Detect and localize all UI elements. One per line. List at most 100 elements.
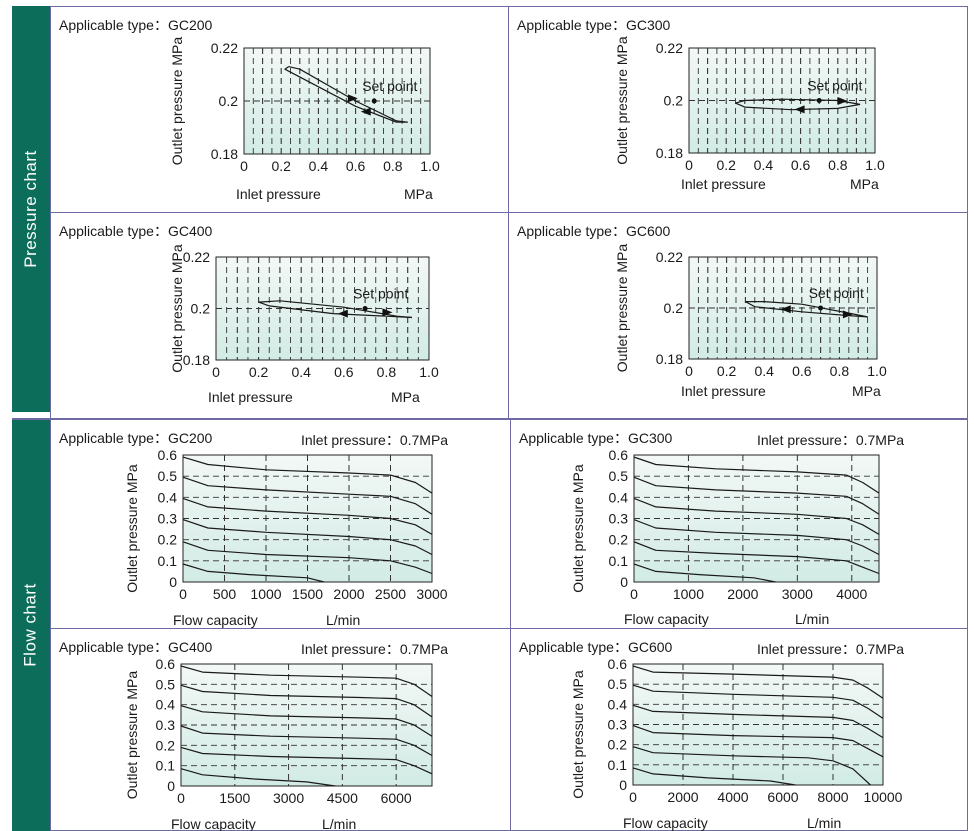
y-tick-label: 0.22 <box>183 249 210 265</box>
pressure-chart-gc600: 0.18 0.2 0.22 0 0.2 0.4 0.6 0.8 1.0 Inlet pressur… <box>509 213 967 418</box>
x-tick-label: 0 <box>685 363 693 379</box>
chart-header: Applicable type：GC200 <box>59 17 213 33</box>
y-tick-label: 0.6 <box>609 447 629 463</box>
y-tick-label: 0.22 <box>656 249 683 265</box>
set-point-marker <box>362 306 368 311</box>
y-tick-label: 0.5 <box>156 676 176 692</box>
chart-svg: 0.18 0.2 0.22 0 0.2 0.4 0.6 0.8 1.0 Inlet pressur… <box>614 36 885 192</box>
y-tick-label: 0 <box>167 778 175 794</box>
y-tick-label: 0 <box>619 777 627 793</box>
x-tick-label: 0 <box>212 364 220 380</box>
x-tick-label: 0.4 <box>754 157 774 173</box>
series-line <box>258 301 413 319</box>
y-tick-label: 0.6 <box>158 447 178 463</box>
x-axis-label: Flow capacity <box>624 611 709 627</box>
x-tick-label: 0 <box>685 157 693 173</box>
y-tick-label: 0.2 <box>156 737 176 753</box>
set-point-marker <box>816 98 822 103</box>
x-tick-label: 0.8 <box>383 158 403 174</box>
series-line <box>633 563 776 583</box>
chart-svg: 0 0.1 0.2 0.3 0.4 0.5 0.6 0 500 1000 1500 2000 2500 3… <box>124 447 448 628</box>
chart-header: Applicable type：GC300 <box>517 17 671 33</box>
series-line <box>180 725 433 757</box>
y-tick-label: 0.5 <box>158 468 178 484</box>
column-divider <box>510 420 511 831</box>
series-line <box>180 705 433 737</box>
inlet-pressure-note: Inlet pressure：0.7MPa <box>301 432 449 448</box>
inlet-pressure-note: Inlet pressure：0.7MPa <box>757 641 905 657</box>
series-line <box>632 746 871 786</box>
set-point-marker <box>371 98 377 104</box>
series-line <box>633 519 880 556</box>
chart-header: Applicable type：GC600 <box>517 223 671 239</box>
chart-svg: 0.18 0.2 0.22 0 0.2 0.4 0.6 0.8 1.0 Inlet pressur… <box>169 244 439 405</box>
x-tick-label: 0 <box>177 790 185 806</box>
y-axis-label: Outlet pressure MPa <box>169 37 185 166</box>
direction-arrow <box>360 107 371 116</box>
y-tick-label: 0.22 <box>211 40 238 56</box>
x-tick-label: 2000 <box>667 789 698 805</box>
series-line <box>745 300 868 318</box>
x-axis-unit: MPa <box>850 176 879 192</box>
x-tick-label: 4500 <box>327 790 358 806</box>
chart-header: Applicable type：GC300 <box>519 430 673 446</box>
y-tick-label: 0.2 <box>219 93 239 109</box>
column-divider <box>508 6 509 418</box>
x-axis-unit: MPa <box>391 389 420 405</box>
x-tick-label: 3000 <box>273 790 304 806</box>
pressure-chart-label: Pressure chart <box>21 150 41 268</box>
chart-svg: 0 0.1 0.2 0.3 0.4 0.5 0.6 0 1000 2000 3000 4000 Flow… <box>570 447 880 627</box>
series-line <box>182 519 433 556</box>
y-axis-label: Outlet pressure MPa <box>124 464 140 593</box>
series-line <box>182 456 433 494</box>
y-tick-label: 0.2 <box>608 737 628 753</box>
x-tick-label: 1.0 <box>867 363 887 379</box>
x-axis-label: Inlet pressure <box>681 176 766 192</box>
series-line <box>284 66 408 123</box>
series-line <box>180 746 433 775</box>
chart-header: Applicable type：GC400 <box>59 223 213 239</box>
series-line <box>632 684 884 719</box>
x-tick-label: 1500 <box>292 586 323 602</box>
y-tick-label: 0.1 <box>156 758 176 774</box>
chart-header: Applicable type：GC600 <box>519 639 673 655</box>
y-tick-label: 0.3 <box>156 717 176 733</box>
row-divider <box>50 212 968 213</box>
x-axis-unit: MPa <box>852 383 881 399</box>
x-tick-label: 4000 <box>717 789 748 805</box>
x-tick-label: 0 <box>240 158 248 174</box>
x-tick-label: 0.2 <box>716 157 736 173</box>
x-axis-label: Inlet pressure <box>236 186 321 202</box>
set-point-annotation: Set point <box>353 286 408 302</box>
y-tick-label: 0 <box>169 574 177 590</box>
x-tick-label: 2000 <box>333 586 364 602</box>
y-tick-label: 0.1 <box>158 553 178 569</box>
series-line <box>180 684 433 718</box>
x-tick-label: 6000 <box>381 790 412 806</box>
series-line <box>735 102 861 111</box>
series-line <box>745 301 868 318</box>
y-axis-label: Outlet pressure MPa <box>570 464 586 593</box>
direction-arrow <box>794 105 805 114</box>
series-line <box>182 563 325 583</box>
x-tick-label: 1.0 <box>865 157 885 173</box>
chart-header: Applicable type：GC400 <box>59 639 213 655</box>
y-tick-label: 0 <box>620 574 628 590</box>
series-line <box>632 704 884 739</box>
flow-chart-label: Flow chart <box>21 582 41 667</box>
y-axis-label: Outlet pressure MPa <box>124 671 140 800</box>
y-tick-label: 0.6 <box>608 656 628 672</box>
y-tick-label: 0.3 <box>158 511 178 527</box>
x-tick-label: 0.4 <box>291 364 311 380</box>
x-tick-label: 0.8 <box>377 364 397 380</box>
x-tick-label: 0.4 <box>309 158 329 174</box>
y-tick-label: 0.22 <box>656 40 683 56</box>
set-point-annotation: Set point <box>807 78 862 94</box>
row-divider <box>50 628 968 629</box>
x-axis-label: Flow capacity <box>623 815 708 831</box>
inlet-pressure-note: Inlet pressure：0.7MPa <box>757 432 905 448</box>
x-tick-label: 500 <box>213 586 237 602</box>
series-line <box>633 497 880 535</box>
direction-arrow <box>837 97 848 106</box>
y-axis-label: Outlet pressure MPa <box>614 36 630 165</box>
